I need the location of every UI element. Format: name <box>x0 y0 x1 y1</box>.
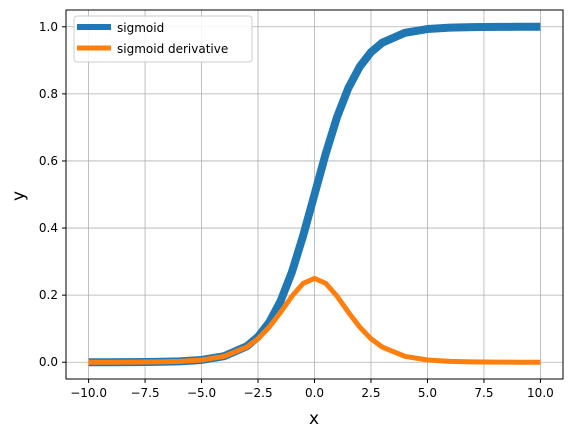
x-tick-label: −2.5 <box>243 386 272 400</box>
x-tick-label: −7.5 <box>130 386 159 400</box>
legend: sigmoid sigmoid derivative <box>73 15 253 63</box>
y-tick-label: 0.2 <box>39 288 58 302</box>
legend-label-sigmoid-derivative: sigmoid derivative <box>117 42 228 56</box>
x-tick-label: −10.0 <box>70 386 107 400</box>
x-axis-label: x <box>309 409 319 429</box>
y-axis-label: y <box>9 191 29 201</box>
x-tick-label: 2.5 <box>361 386 380 400</box>
plot-frame <box>65 9 564 380</box>
x-tick-label: 7.5 <box>474 386 493 400</box>
axes-layer: −10.0 −7.5 −5.0 −2.5 0.0 2.5 5.0 7.5 10.0 0.0 0.2 0… <box>39 20 554 400</box>
y-tick-label: 0.4 <box>39 221 58 235</box>
x-tick-label: 5.0 <box>418 386 437 400</box>
legend-label-sigmoid: sigmoid <box>117 21 164 35</box>
x-tick-label: −5.0 <box>187 386 216 400</box>
legend-box <box>73 15 253 63</box>
y-tick-label: 0.0 <box>39 355 58 369</box>
y-tick-label: 1.0 <box>39 20 58 34</box>
y-tick-label: 0.8 <box>39 87 58 101</box>
x-tick-label: 0.0 <box>305 386 324 400</box>
series-layer <box>88 22 541 367</box>
series-line-sigmoid-derivative <box>88 275 541 365</box>
y-tick-label: 0.6 <box>39 154 58 168</box>
x-tick-label: 10.0 <box>527 386 554 400</box>
